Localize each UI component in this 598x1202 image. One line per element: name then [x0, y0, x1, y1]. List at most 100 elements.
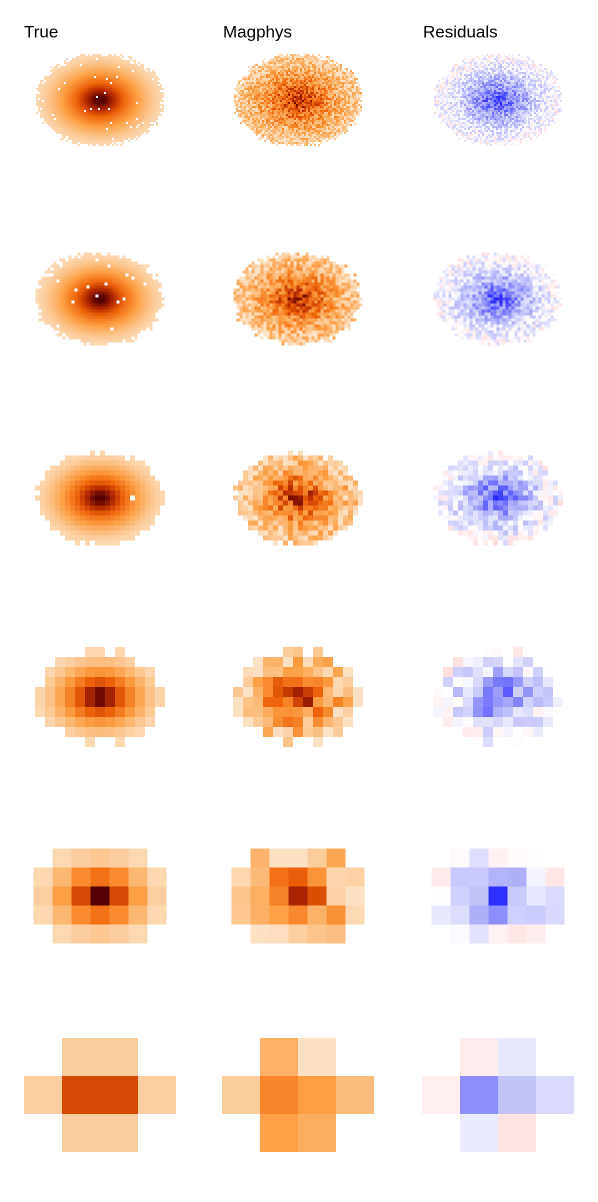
pixel — [560, 94, 562, 96]
pixel — [78, 96, 80, 98]
pixel — [532, 100, 534, 102]
pixel — [546, 112, 548, 114]
pixel — [70, 72, 72, 74]
pixel — [132, 64, 134, 66]
pixel — [108, 66, 110, 68]
pixel — [490, 90, 492, 92]
pixel — [470, 62, 472, 64]
pixel — [262, 100, 264, 102]
pixel — [292, 74, 294, 76]
pixel — [490, 106, 492, 108]
pixel — [108, 82, 110, 84]
pixel — [308, 70, 310, 72]
pixel — [554, 98, 556, 100]
pixel — [260, 100, 262, 102]
pixel — [348, 98, 350, 100]
pixel — [542, 86, 544, 88]
pixel — [292, 80, 294, 82]
pixel — [544, 100, 546, 102]
pixel — [314, 84, 316, 86]
pixel — [268, 82, 270, 84]
pixel — [70, 98, 72, 100]
pixel — [92, 94, 94, 96]
pixel — [154, 106, 156, 108]
pixel — [76, 82, 78, 84]
pixel — [66, 94, 68, 96]
pixel — [534, 114, 536, 116]
pixel — [342, 86, 344, 88]
pixel — [252, 72, 254, 74]
pixel — [520, 94, 522, 96]
pixel — [534, 66, 536, 68]
pixel — [130, 82, 132, 84]
pixel — [84, 80, 86, 82]
pixel — [342, 112, 344, 114]
pixel — [66, 114, 68, 116]
pixel — [540, 110, 542, 112]
pixel — [274, 76, 276, 78]
pixel — [78, 98, 80, 100]
pixel — [322, 106, 324, 108]
pixel — [138, 68, 140, 70]
pixel — [140, 102, 142, 104]
pixel — [238, 88, 240, 90]
pixel — [258, 102, 260, 104]
pixel — [516, 102, 518, 104]
pixel — [502, 80, 504, 82]
pixel — [94, 90, 96, 92]
pixel — [126, 62, 128, 64]
pixel — [134, 60, 136, 62]
pixel — [292, 104, 294, 106]
pixel — [504, 114, 506, 116]
pixel — [90, 82, 92, 84]
pixel — [526, 64, 528, 66]
pixel — [84, 70, 86, 72]
pixel — [298, 90, 300, 92]
pixel — [80, 96, 82, 98]
pixel — [526, 94, 528, 96]
pixel — [98, 114, 100, 116]
pixel — [42, 84, 44, 86]
pixel — [290, 76, 292, 78]
pixel — [50, 92, 52, 94]
pixel — [332, 88, 334, 90]
pixel — [148, 90, 150, 92]
pixel — [464, 96, 466, 98]
pixel — [82, 72, 84, 74]
pixel — [268, 90, 270, 92]
pixel — [436, 100, 438, 102]
pixel — [308, 110, 310, 112]
pixel — [266, 66, 268, 68]
pixel — [326, 90, 328, 92]
pixel — [298, 82, 300, 84]
pixel — [92, 66, 94, 68]
pixel — [110, 76, 112, 78]
pixel — [516, 64, 518, 66]
pixel — [278, 84, 280, 86]
pixel — [56, 100, 58, 102]
pixel — [300, 82, 302, 84]
pixel — [138, 72, 140, 74]
pixel — [336, 86, 338, 88]
pixel — [446, 78, 448, 80]
pixel — [314, 58, 316, 60]
pixel — [304, 98, 306, 100]
pixel — [84, 104, 86, 106]
pixel — [268, 64, 270, 66]
pixel — [56, 96, 58, 98]
pixel — [76, 96, 78, 98]
pixel — [338, 72, 340, 74]
pixel — [302, 58, 304, 60]
pixel — [312, 72, 314, 74]
pixel — [332, 114, 334, 116]
pixel — [242, 98, 244, 100]
pixel — [278, 70, 280, 72]
pixel — [326, 104, 328, 106]
pixel — [448, 108, 450, 110]
pixel — [336, 82, 338, 84]
pixel — [48, 106, 50, 108]
pixel — [520, 92, 522, 94]
pixel — [238, 92, 240, 94]
pixel — [66, 84, 68, 86]
pixel — [296, 112, 298, 114]
